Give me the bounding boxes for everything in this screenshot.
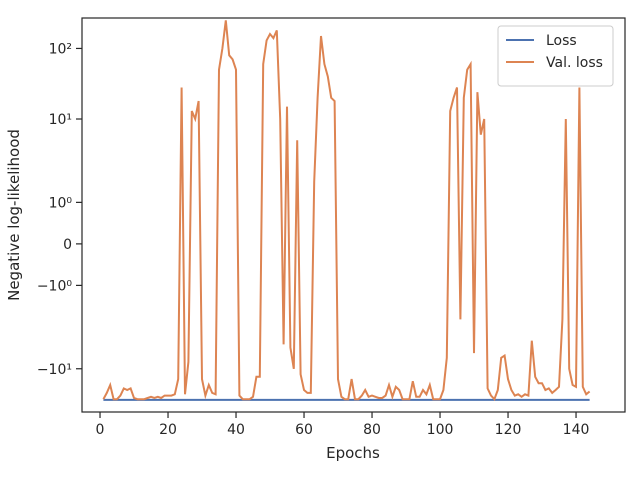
y-tick-label: −10¹ [37, 362, 72, 378]
x-tick-label: 60 [295, 422, 313, 438]
x-tick-label: 120 [495, 422, 522, 438]
x-tick-label: 40 [227, 422, 245, 438]
x-axis-label: Epochs [326, 444, 380, 462]
legend: Loss Val. loss [497, 25, 614, 87]
series-line [102, 20, 591, 402]
x-tick-label: 140 [563, 422, 590, 438]
x-tick-label: 20 [159, 422, 177, 438]
y-tick-label: 10⁰ [49, 195, 73, 211]
y-tick-label: 10² [49, 41, 72, 57]
legend-label: Loss [546, 33, 577, 49]
y-tick-label: −10⁰ [37, 278, 73, 294]
y-axis-label: Negative log-likelihood [5, 129, 23, 301]
legend-label: Val. loss [546, 55, 603, 71]
x-tick-label: 0 [96, 422, 105, 438]
x-tick-label: 100 [427, 422, 454, 438]
y-tick-label: 10¹ [49, 112, 72, 128]
x-tick-label: 80 [363, 422, 381, 438]
y-tick-label: 0 [63, 237, 72, 253]
plot-frame [81, 17, 626, 413]
